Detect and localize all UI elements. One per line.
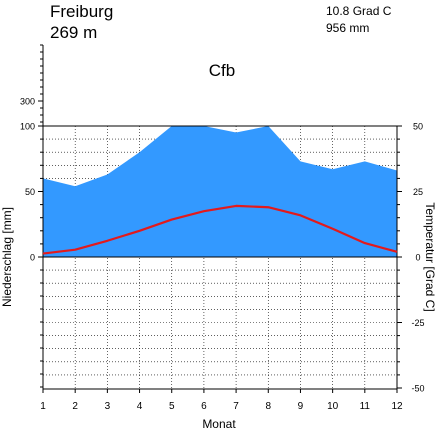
left-tick-label: 0	[30, 253, 35, 263]
temperature-line	[42, 204, 398, 255]
right-axis-label: Temperatur [Grad C]	[423, 202, 437, 311]
x-tick-label: 11	[360, 401, 371, 412]
precipitation-area	[43, 126, 397, 257]
station-elevation: 269 m	[50, 23, 97, 42]
right-tick-label: 0	[415, 253, 420, 263]
temperature-line-layer	[42, 204, 398, 255]
right-tick-label: -25	[411, 318, 424, 328]
x-tick-label: 1	[40, 401, 46, 412]
x-tick-label: 12	[391, 401, 403, 412]
right-tick-label: -50	[411, 384, 424, 394]
precipitation-area-layer	[43, 126, 397, 257]
station-name: Freiburg	[50, 2, 113, 21]
right-tick-label: 50	[413, 122, 423, 132]
x-tick-label: 6	[201, 401, 207, 412]
x-tick-label: 8	[265, 401, 271, 412]
left-tick-label: 50	[25, 187, 35, 197]
x-tick-label: 2	[72, 401, 78, 412]
left-tick-label: 100	[20, 122, 35, 132]
x-tick-label: 7	[233, 401, 239, 412]
x-tick-label: 3	[105, 401, 111, 412]
mean-temperature: 10.8 Grad C	[326, 4, 392, 18]
x-tick-label: 4	[137, 401, 143, 412]
climate-class: Cfb	[209, 61, 235, 80]
annual-precipitation: 956 mm	[326, 21, 369, 35]
right-tick-label: 25	[413, 187, 423, 197]
x-tick-label: 5	[169, 401, 175, 412]
left-tick-label: 300	[20, 97, 35, 107]
left-axis-label: Niederschlag [mm]	[0, 207, 14, 307]
x-tick-label: 9	[298, 401, 304, 412]
x-tick-label: 10	[327, 401, 339, 412]
x-axis-label: Monat	[202, 417, 236, 430]
